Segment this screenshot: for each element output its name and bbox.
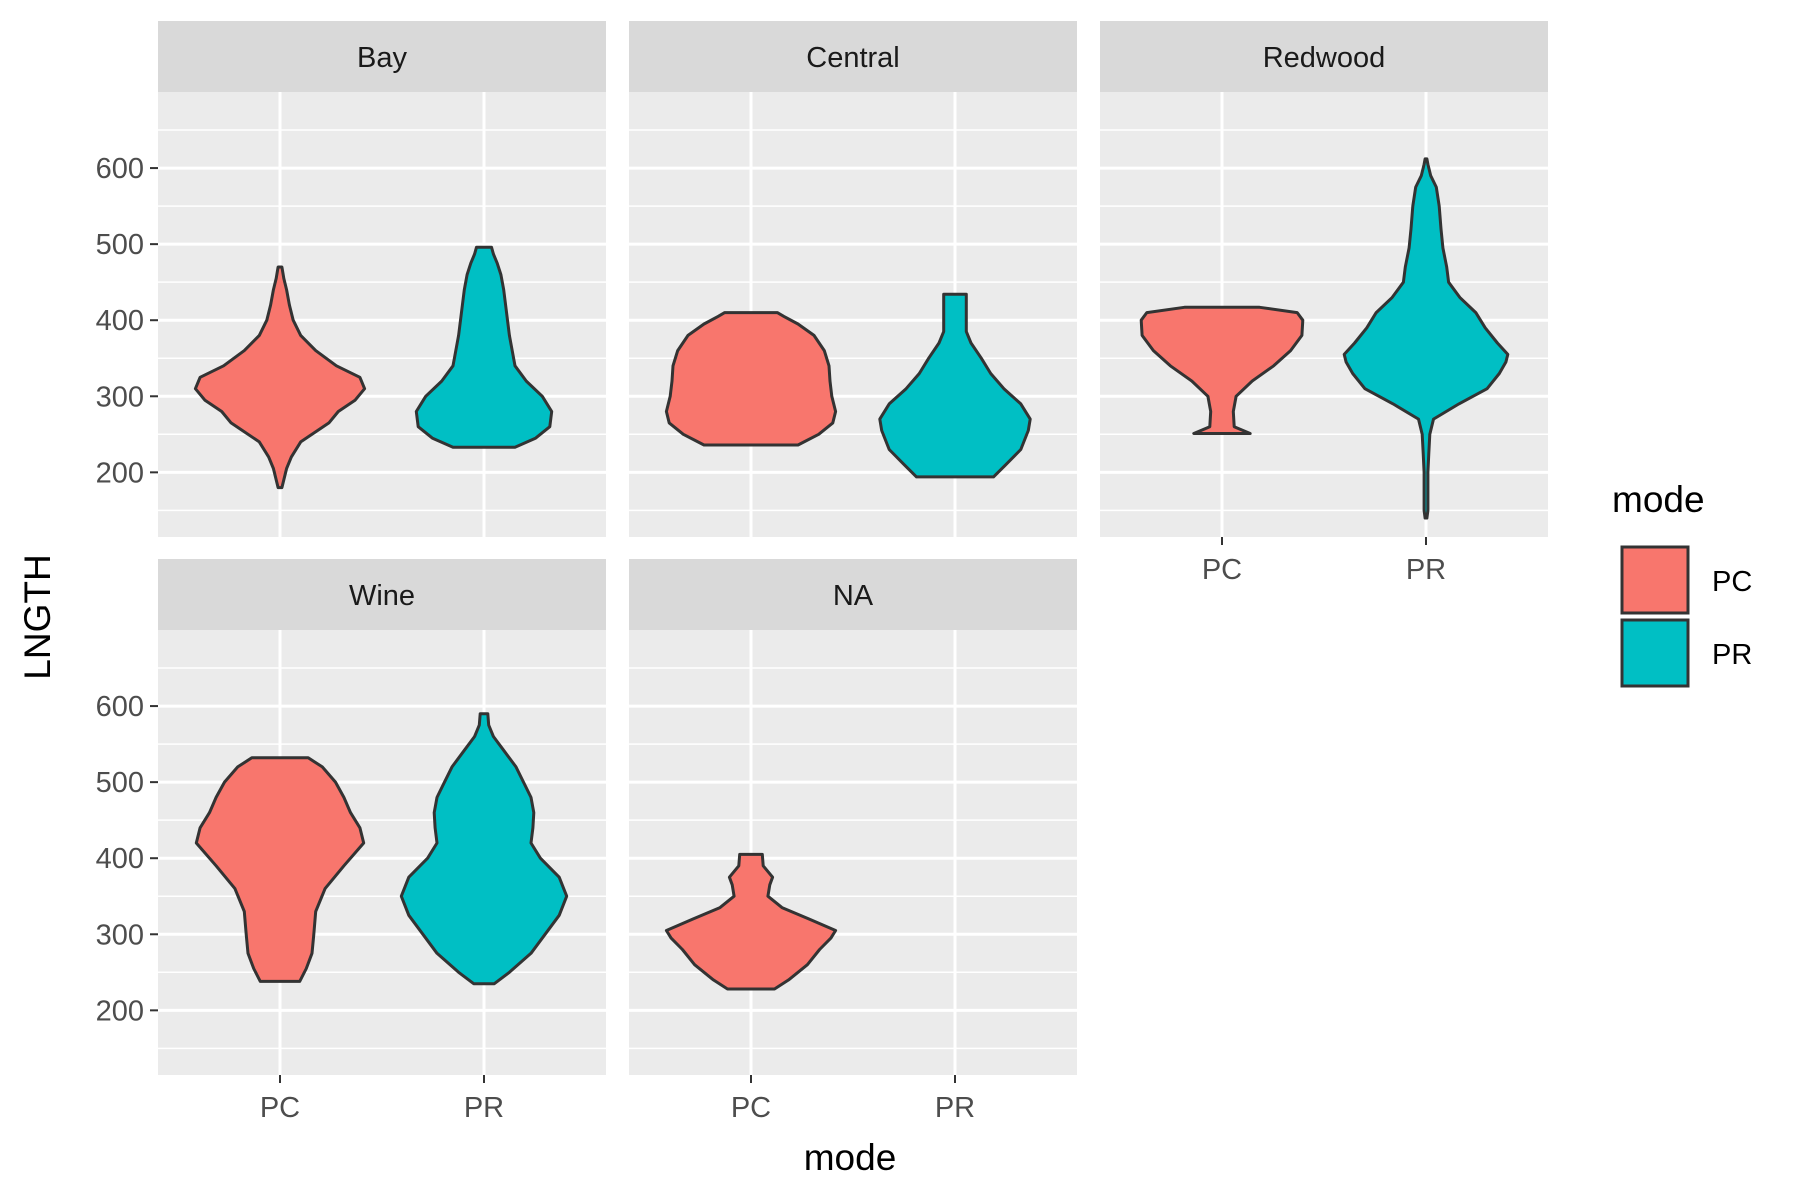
panel-background xyxy=(629,92,1077,537)
violin-pc xyxy=(194,756,366,983)
panel-background xyxy=(158,92,606,537)
facet-strip-label: Redwood xyxy=(1263,42,1386,74)
x-axis-title: mode xyxy=(804,1137,897,1178)
facet-strip xyxy=(629,21,1077,92)
facet-strip-label: NA xyxy=(833,580,874,612)
x-tick-label: PR xyxy=(1406,554,1446,586)
facet-strip-label: Wine xyxy=(349,580,415,612)
y-tick-label: 200 xyxy=(96,457,144,489)
violin-pc xyxy=(664,852,838,991)
facet-strip-label: Central xyxy=(806,42,900,74)
y-tick-label: 400 xyxy=(96,843,144,875)
violin-pc xyxy=(1139,305,1305,435)
facet-strip xyxy=(629,559,1077,630)
violin-pr xyxy=(1342,157,1510,520)
facet-panel-wine: Wine 200 300 400 500 600 PC PR xyxy=(96,559,606,1124)
y-tick-label: 500 xyxy=(96,767,144,799)
y-tick-label: 500 xyxy=(96,229,144,261)
facet-panel-na: NA PC PR xyxy=(629,559,1077,1124)
y-tick-label: 400 xyxy=(96,305,144,337)
facet-panel-central: Central xyxy=(629,21,1077,537)
y-tick-label: 600 xyxy=(96,691,144,723)
facet-panel-bay: Bay 200 300 400 500 600 xyxy=(96,21,606,537)
legend-label: PC xyxy=(1712,566,1752,598)
violin-pr xyxy=(414,245,554,449)
panel-background xyxy=(629,630,1077,1075)
x-tick-label: PR xyxy=(935,1092,975,1124)
x-tick-label: PC xyxy=(731,1092,771,1124)
x-tick-label: PC xyxy=(1202,554,1242,586)
legend-key-pc xyxy=(1620,545,1690,615)
violin-pr xyxy=(399,712,569,986)
facet-strip xyxy=(1100,21,1548,92)
x-tick-label: PR xyxy=(464,1092,504,1124)
y-tick-label: 600 xyxy=(96,153,144,185)
violin-pr xyxy=(878,292,1032,479)
facet-strip xyxy=(158,559,606,630)
facet-panel-redwood: Redwood PC PR xyxy=(1100,21,1548,586)
violin-pc xyxy=(193,265,367,490)
facet-strip xyxy=(158,21,606,92)
y-axis-title: LNGTH xyxy=(17,554,58,679)
legend-title: mode xyxy=(1612,479,1705,520)
y-tick-label: 200 xyxy=(96,995,144,1027)
x-tick-label: PC xyxy=(260,1092,300,1124)
y-tick-label: 300 xyxy=(96,381,144,413)
legend-label: PR xyxy=(1712,639,1752,671)
facet-strip-label: Bay xyxy=(357,42,407,74)
legend: mode PC PR xyxy=(1612,479,1752,688)
violin-pc xyxy=(664,311,838,447)
y-tick-label: 300 xyxy=(96,919,144,951)
legend-key-pr xyxy=(1620,618,1690,688)
